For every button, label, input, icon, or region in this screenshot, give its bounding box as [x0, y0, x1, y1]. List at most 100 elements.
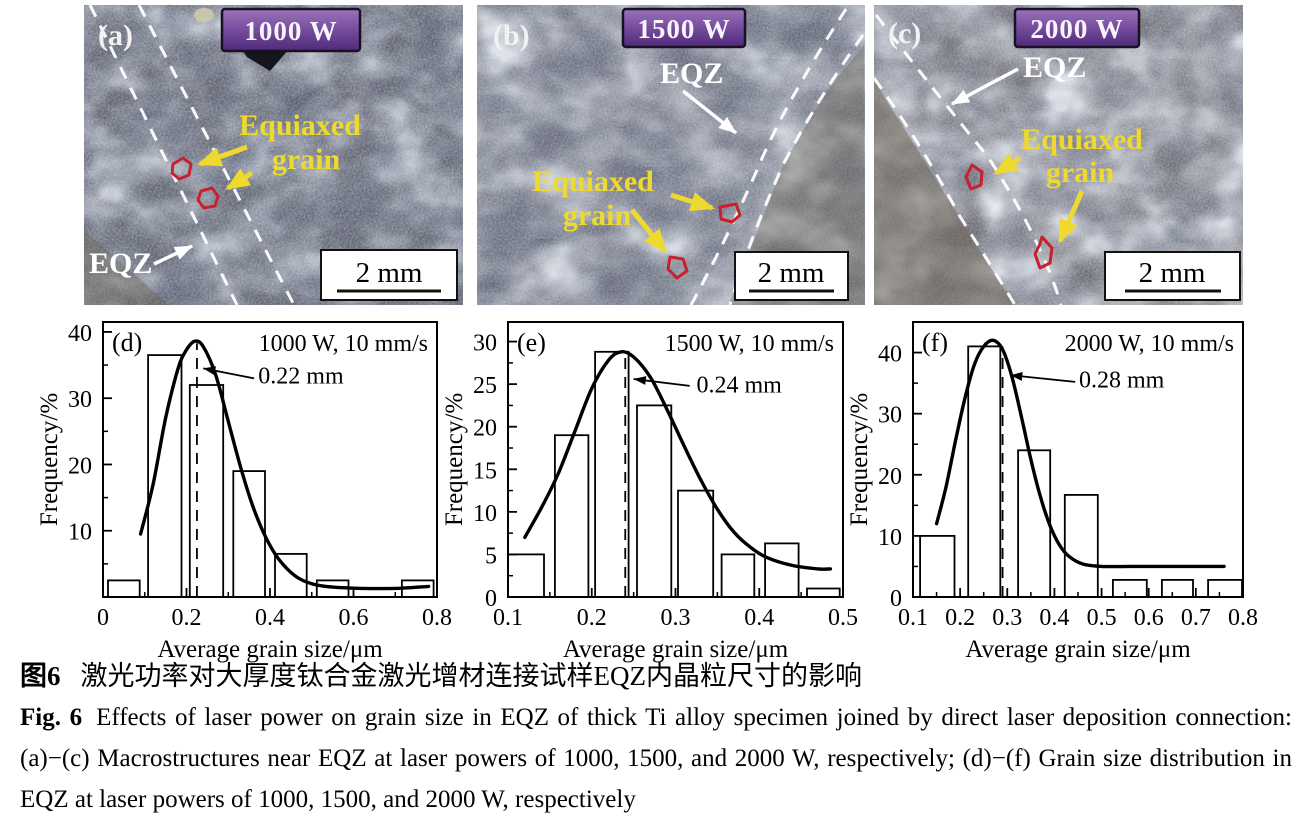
x-tick-label: 0.8 — [422, 605, 452, 631]
grain-outline — [170, 156, 193, 181]
y-tick-label: 25 — [473, 373, 497, 399]
y-tick-label: 30 — [68, 387, 92, 413]
histogram-bar — [507, 553, 545, 598]
histogram-bar — [1063, 493, 1099, 598]
mean-grain-size-label: 0.24 mm — [696, 373, 782, 399]
eqz-arrow — [153, 244, 193, 266]
y-axis-label: Frequency/% — [36, 393, 63, 526]
y-tick-label: 40 — [878, 342, 902, 368]
x-tick-label: 0.6 — [339, 605, 369, 631]
equiaxed-grain-arrow — [993, 153, 1022, 176]
grain-outline — [196, 186, 220, 210]
x-tick-label: 0.3 — [661, 605, 691, 631]
equiaxed-grain-label-line2: grain — [563, 199, 632, 232]
grain-size-histogram-e: 0.1 0.2 0.3 0.4 0.5 0 5 10 15 20 25 30 Average grain… — [441, 321, 858, 663]
micrograph-row: Equiaxed grain EQZ 2 mm 1000 W (a) Equia… — [0, 5, 1307, 305]
chart-title: 1500 W, 10 mm/s — [665, 331, 834, 357]
x-tick-label: 0.1 — [898, 605, 928, 631]
histogram-bar — [806, 587, 841, 598]
x-tick-label: 0.2 — [945, 605, 975, 631]
laser-power-badge-label: 1000 W — [244, 16, 337, 46]
y-tick-label: 10 — [473, 501, 497, 527]
eqz-boundary-dashed-line — [689, 8, 848, 305]
laser-power-badge — [621, 7, 747, 49]
x-tick-label: 0.4 — [744, 605, 774, 631]
caption-en-text-2: (a)−(c) Macrostructures near EQZ at lase… — [20, 745, 1292, 772]
equiaxed-grain-label-line1: Equiaxed — [1021, 123, 1143, 156]
equiaxed-grain-arrow — [225, 168, 254, 191]
grain-outline — [964, 163, 984, 191]
x-tick-label: 0.5 — [828, 605, 858, 631]
scale-bar-label: 2 mm — [1139, 257, 1206, 289]
caption-line-english-1: Fig. 6 Effects of laser power on grain si… — [20, 697, 1292, 738]
distribution-fit-curve — [138, 339, 431, 591]
histogram-bar — [1111, 578, 1148, 598]
caption-line-chinese: 图6 激光功率对大厚度钛合金激光增材连接试样EQZ内晶粒尺寸的影响 — [20, 656, 1292, 697]
equiaxed-grain-arrow — [630, 208, 667, 254]
x-axis-label: Average grain size/μm — [563, 636, 789, 663]
micrograph-defect-spot — [194, 8, 214, 22]
panel-letter: (d) — [112, 328, 142, 357]
y-tick-label: 30 — [473, 331, 497, 357]
laser-power-badge-label: 2000 W — [1030, 14, 1123, 44]
histogram-bar — [919, 534, 956, 598]
grain-outline — [1033, 235, 1054, 270]
caption-zh-figure-number: 图6 — [20, 661, 61, 691]
chart-title: 2000 W, 10 mm/s — [1065, 331, 1234, 357]
grain-outline — [718, 202, 742, 224]
panel-letter: (c) — [888, 17, 921, 50]
x-tick-label: 0.8 — [1228, 605, 1258, 631]
micrograph-panel-c: Equiaxed grain EQZ 2 mm 2000 W (c) — [874, 5, 1243, 305]
laser-power-badge — [1013, 7, 1141, 49]
eqz-label: EQZ — [89, 247, 152, 280]
y-axis-label: Frequency/% — [846, 393, 873, 526]
panel-letter: (b) — [493, 19, 530, 52]
micrograph-region-tint — [874, 80, 1014, 305]
equiaxed-grain-label-line1: Equiaxed — [532, 165, 654, 198]
y-tick-label: 20 — [473, 416, 497, 442]
mean-grain-size-label: 0.28 mm — [1079, 367, 1165, 393]
y-tick-label: 0 — [890, 586, 902, 612]
y-tick-label: 20 — [878, 464, 902, 490]
micrograph-region-tint — [84, 230, 169, 305]
x-axis-label: Average grain size/μm — [965, 636, 1191, 663]
histogram-bar — [1207, 578, 1243, 598]
micrograph-panel-b: Equiaxed grain EQZ 2 mm 1500 W (b) — [477, 5, 865, 305]
x-tick-label: 0.4 — [1039, 605, 1069, 631]
y-tick-label: 15 — [473, 458, 497, 484]
caption-zh-text: 激光功率对大厚度钛合金激光增材连接试样EQZ内晶粒尺寸的影响 — [80, 661, 862, 691]
x-tick-label: 0.2 — [577, 605, 607, 631]
eqz-label: EQZ — [1023, 51, 1086, 84]
histogram-bar — [594, 350, 630, 598]
distribution-fit-curve — [523, 349, 833, 571]
mean-annotation-arrowhead — [633, 376, 647, 385]
eqz-boundary-dashed-line — [874, 77, 1017, 305]
eqz-label: EQZ — [660, 57, 723, 90]
histogram-bar — [188, 384, 225, 598]
caption-line-english-2: (a)−(c) Macrostructures near EQZ at lase… — [20, 738, 1292, 779]
grain-outline — [666, 255, 689, 280]
equiaxed-grain-arrow — [197, 144, 248, 167]
mean-grain-size-label: 0.22 mm — [258, 364, 344, 390]
panel-letter: (e) — [517, 328, 546, 357]
grain-size-histogram-f: 0.1 0.2 0.3 0.4 0.5 0.6 0.7 0.8 0 10 20 30 40 Average… — [846, 321, 1258, 663]
equiaxed-grain-label-line2: grain — [1046, 156, 1115, 189]
panel-letter: (a) — [98, 19, 133, 52]
histogram-bar — [636, 404, 673, 598]
histogram-row: 0 0.2 0.4 0.6 0.8 10 20 30 40 Average grain size/… — [0, 310, 1307, 663]
laser-power-badge — [220, 7, 362, 53]
x-tick-label: 0.7 — [1181, 605, 1211, 631]
micrograph-panel-a: Equiaxed grain EQZ 2 mm 1000 W (a) — [84, 5, 463, 305]
equiaxed-grain-label-line2: grain — [272, 143, 341, 176]
eqz-arrow — [951, 67, 1019, 106]
caption-en-text-1: Effects of laser power on grain size in … — [96, 704, 1292, 731]
x-tick-label: 0.4 — [255, 605, 285, 631]
plot-frame — [507, 321, 844, 598]
y-tick-label: 0 — [485, 586, 497, 612]
y-axis-label: Frequency/% — [441, 393, 468, 526]
equiaxed-grain-label-line1: Equiaxed — [239, 109, 361, 142]
y-tick-label: 10 — [878, 525, 902, 551]
mean-annotation-arrowhead — [203, 366, 216, 376]
histogram-bar — [1160, 578, 1194, 598]
grain-size-histogram-d: 0 0.2 0.4 0.6 0.8 10 20 30 40 Average grain size/… — [36, 321, 452, 663]
